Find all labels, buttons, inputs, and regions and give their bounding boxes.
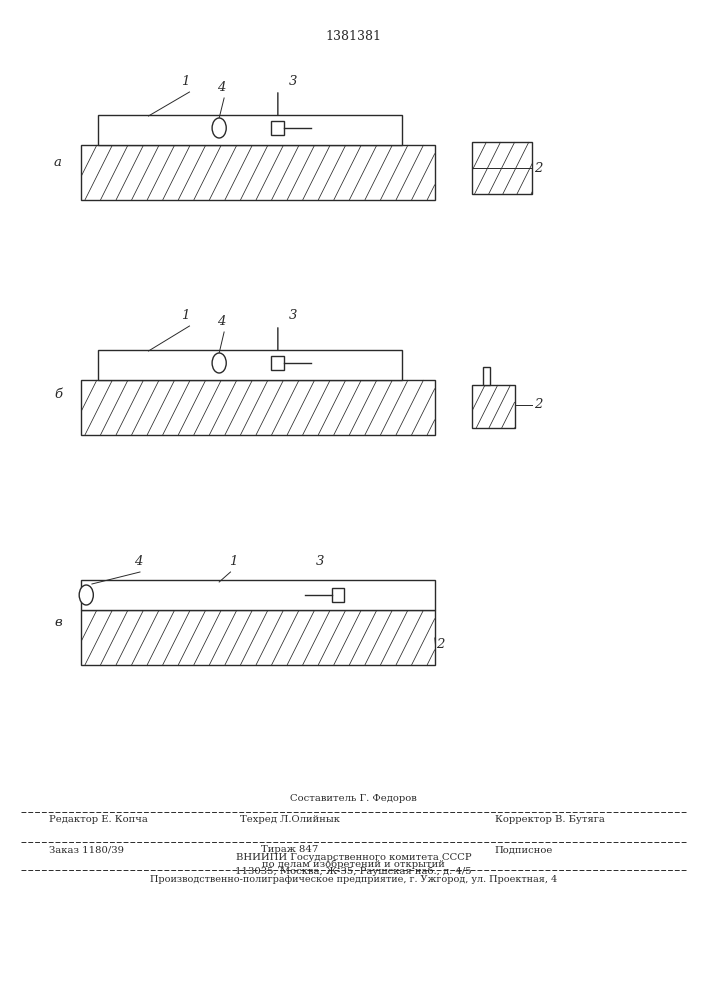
- Circle shape: [212, 353, 226, 373]
- Text: 4: 4: [217, 81, 226, 94]
- Bar: [81, 580, 435, 610]
- Bar: [483, 367, 490, 385]
- Text: 2: 2: [436, 639, 444, 652]
- Bar: [271, 356, 284, 370]
- Text: 4: 4: [217, 315, 226, 328]
- Text: 4: 4: [134, 555, 142, 568]
- Text: Редактор Е. Копча: Редактор Е. Копча: [49, 814, 148, 824]
- Bar: [81, 145, 435, 200]
- Text: 3: 3: [289, 309, 298, 322]
- Text: б: б: [54, 388, 62, 401]
- Text: Составитель Г. Федоров: Составитель Г. Федоров: [290, 794, 417, 803]
- Bar: [332, 588, 344, 602]
- Text: 2: 2: [534, 161, 543, 174]
- Bar: [472, 385, 515, 428]
- Text: а: а: [54, 155, 62, 168]
- Text: Производственно-полиграфическое предприятие, г. Ужгород, ул. Проектная, 4: Производственно-полиграфическое предприя…: [150, 876, 557, 884]
- Text: Заказ 1180/39: Заказ 1180/39: [49, 846, 124, 854]
- Text: 1: 1: [181, 309, 189, 322]
- Text: 1: 1: [181, 75, 189, 88]
- Circle shape: [79, 585, 93, 605]
- Text: 3: 3: [289, 75, 298, 88]
- Text: 1: 1: [229, 555, 238, 568]
- Bar: [271, 121, 284, 135]
- Text: ВНИИПИ Государственного комитета СССР: ВНИИПИ Государственного комитета СССР: [235, 852, 472, 861]
- Text: в: в: [54, 616, 62, 630]
- Text: по делам изобретений и открытий: по делам изобретений и открытий: [262, 859, 445, 869]
- Text: Тираж 847: Тираж 847: [262, 846, 318, 854]
- Bar: [81, 610, 435, 665]
- Bar: [98, 350, 402, 380]
- Text: Подписное: Подписное: [495, 846, 554, 854]
- Text: 113035, Москва, Ж-35, Раушская наб., д. 4/5: 113035, Москва, Ж-35, Раушская наб., д. …: [235, 866, 472, 876]
- Text: Техред Л.Олийнык: Техред Л.Олийнык: [240, 814, 340, 824]
- Bar: [472, 142, 532, 194]
- Bar: [98, 115, 402, 145]
- Circle shape: [212, 118, 226, 138]
- Text: 3: 3: [316, 555, 325, 568]
- Text: Корректор В. Бутяга: Корректор В. Бутяга: [495, 814, 604, 824]
- Text: 2: 2: [534, 398, 543, 412]
- Text: 1381381: 1381381: [325, 30, 382, 43]
- Bar: [81, 380, 435, 435]
